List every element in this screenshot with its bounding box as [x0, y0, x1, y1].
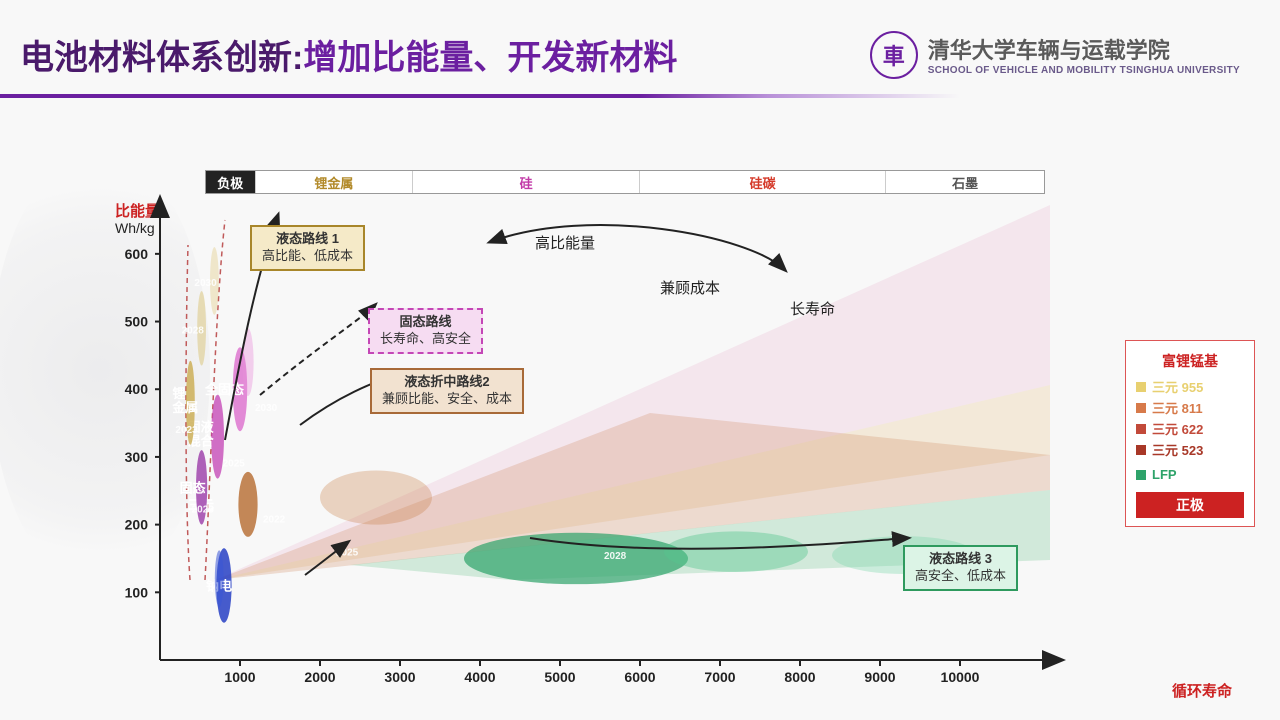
- svg-text:2025: 2025: [223, 459, 246, 470]
- svg-text:金属: 金属: [171, 400, 198, 415]
- chart-svg: 100 200 300 400 500 600 1000 2000 3000 4…: [30, 160, 1250, 700]
- svg-text:300: 300: [125, 449, 149, 465]
- legend-swatch: [1136, 445, 1146, 455]
- svg-text:100: 100: [125, 584, 149, 600]
- svg-text:2022: 2022: [263, 514, 286, 525]
- logo-block: 車 清华大学车辆与运载学院 SCHOOL OF VEHICLE AND MOBI…: [870, 31, 1240, 79]
- svg-text:7000: 7000: [704, 669, 735, 685]
- legend-label: 三元 622: [1152, 419, 1203, 438]
- legend-label: 三元 811: [1152, 398, 1203, 417]
- svg-text:9000: 9000: [864, 669, 895, 685]
- slide-header: 电池材料体系创新: 增加比能量、开发新材料 車 清华大学车辆与运载学院 SCHO…: [0, 0, 1280, 89]
- title-main: 增加比能量、开发新材料: [303, 30, 677, 79]
- svg-text:2028: 2028: [604, 551, 627, 562]
- svg-text:1000: 1000: [224, 669, 255, 685]
- svg-text:4000: 4000: [464, 669, 495, 685]
- legend-swatch: [1136, 403, 1146, 413]
- curve-label: 兼顾成本: [660, 277, 720, 298]
- legend-lfp-label: LFP: [1152, 467, 1177, 482]
- svg-text:5000: 5000: [544, 669, 575, 685]
- curve-label: 长寿命: [790, 298, 835, 319]
- svg-text:固态: 固态: [180, 480, 206, 495]
- svg-text:400: 400: [125, 381, 149, 397]
- legend-title: 富锂锰基: [1136, 351, 1244, 371]
- callout-c3: 液态折中路线2兼顾比能、安全、成本: [370, 368, 524, 414]
- legend-swatch: [1136, 424, 1146, 434]
- legend-row: 三元 523: [1136, 440, 1244, 459]
- svg-text:6000: 6000: [624, 669, 655, 685]
- svg-text:10000: 10000: [941, 669, 980, 685]
- callout-c1: 液态路线 1高比能、低成本: [250, 225, 365, 271]
- curve-label: 高比能量: [535, 232, 595, 253]
- svg-text:8000: 8000: [784, 669, 815, 685]
- legend-lfp: LFP: [1136, 467, 1244, 482]
- legend-row: 三元 955: [1136, 377, 1244, 396]
- svg-text:全固态: 全固态: [204, 382, 244, 397]
- header-divider: [0, 94, 1280, 98]
- legend-label: 三元 955: [1152, 377, 1203, 396]
- svg-text:2030: 2030: [255, 403, 278, 414]
- svg-text:200: 200: [125, 517, 149, 533]
- university-name: 清华大学车辆与运载学院: [928, 33, 1240, 65]
- legend-label: 三元 523: [1152, 440, 1203, 459]
- legend-row: 三元 622: [1136, 419, 1244, 438]
- svg-text:2030: 2030: [194, 278, 217, 289]
- svg-text:3000: 3000: [384, 669, 415, 685]
- legend-box: 富锂锰基 三元 955 三元 811 三元 622 三元 523 LFP 正极: [1125, 340, 1255, 527]
- svg-text:锂: 锂: [172, 386, 185, 401]
- legend-lfp-swatch: [1136, 470, 1146, 480]
- legend-footer: 正极: [1136, 492, 1244, 518]
- title-prefix: 电池材料体系创新:: [20, 30, 303, 79]
- legend-row: 三元 811: [1136, 398, 1244, 417]
- legend-swatch: [1136, 382, 1146, 392]
- title-block: 电池材料体系创新: 增加比能量、开发新材料: [20, 30, 677, 79]
- callout-c4: 液态路线 3高安全、低成本: [903, 545, 1018, 591]
- chart-area: 100 200 300 400 500 600 1000 2000 3000 4…: [30, 160, 1250, 700]
- svg-text:2028: 2028: [182, 325, 205, 336]
- svg-text:2023: 2023: [192, 504, 215, 515]
- university-logo-icon: 車: [870, 31, 918, 79]
- svg-text:2000: 2000: [304, 669, 335, 685]
- svg-text:600: 600: [125, 246, 149, 262]
- svg-text:2023: 2023: [175, 425, 198, 436]
- svg-text:500: 500: [125, 314, 149, 330]
- callout-c2: 固态路线长寿命、高安全: [368, 308, 483, 354]
- university-name-en: SCHOOL OF VEHICLE AND MOBILITY TSINGHUA …: [928, 65, 1240, 76]
